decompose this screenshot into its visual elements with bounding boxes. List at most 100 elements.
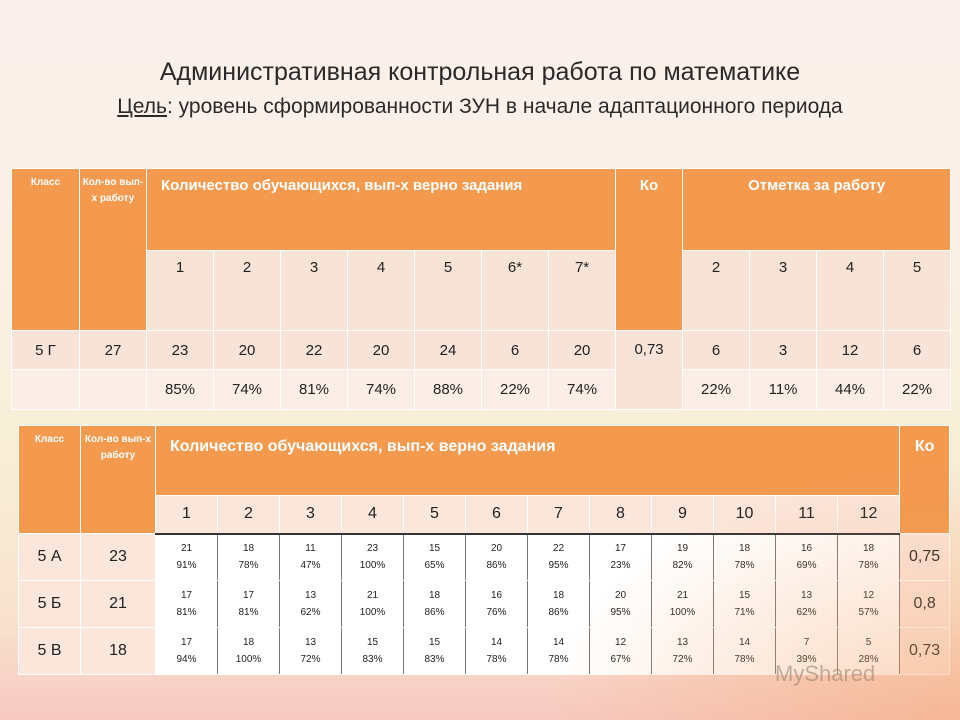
page-subtitle: Цель: уровень сформированности ЗУН в нач… [0,95,960,119]
task-count: 12 [862,590,875,601]
task-result-cell: 11 47% [279,533,342,581]
header-class: Класс [18,425,81,534]
task-count: 18 [738,543,751,555]
task-percent: 67% [610,654,631,665]
task-count: 12 [614,637,627,648]
task-number: 2 [217,495,280,535]
task-percent: 22% [481,369,549,410]
task-result-cell: 14 78% [465,627,528,675]
table-row: 5 А 23 21 91% 18 78% 11 47% 23 100% 15 65% 20 86% 22 95… [18,533,951,581]
task-number: 12 [836,495,901,535]
task-result-cell: 18 78% [713,533,776,581]
task-result-cell: 14 78% [713,627,776,675]
task-result-cell: 18 86% [403,580,466,628]
task-result-cell: 17 23% [589,533,652,581]
task-number: 6 [465,495,528,535]
empty-cell [79,369,147,410]
task-percent: 65% [424,560,445,572]
task-result-cell: 13 72% [651,627,714,675]
task-count: 15 [738,590,751,601]
mark-value: 6 [682,330,751,370]
task-count: 15 [428,637,441,648]
task-number: 6* [481,250,549,331]
task-result-cell: 22 95% [527,533,590,581]
task-result-cell: 15 83% [403,627,466,675]
task-value: 24 [414,330,482,370]
task-percent: 85% [146,369,214,410]
task-result-cell: 21 91% [155,533,218,581]
task-result-cell: 18 100% [217,627,280,675]
task-count: 18 [242,637,255,648]
row-ko: 0,8 [899,580,951,628]
task-result-cell: 18 78% [217,533,280,581]
task-count: 14 [552,637,565,648]
task-percent: 81% [238,607,259,618]
task-result-cell: 12 67% [589,627,652,675]
task-percent: 86% [486,560,507,572]
task-number: 5 [403,495,466,535]
row-count: 23 [80,533,156,581]
task-value: 22 [280,330,348,370]
task-percent: 74% [347,369,415,410]
task-percent: 76% [486,607,507,618]
task-count: 16 [800,543,813,555]
task-percent: 71% [734,607,755,618]
task-number: 2 [213,250,281,331]
task-count: 18 [242,543,255,555]
task-count: 18 [428,590,441,601]
task-result-cell: 14 78% [527,627,590,675]
table-row: 5 Г 27 23 20 22 20 24 6 20 0,73 6 3 12 6 [11,330,952,410]
task-count: 17 [614,543,627,555]
header-tasks: Количество обучающихся, вып-х верно зада… [145,168,617,251]
task-result-cell: 21 100% [341,580,404,628]
task-number: 4 [341,495,404,535]
task-number: 7* [547,250,617,331]
task-percent: 81% [176,607,197,618]
table-row: 5 Б 21 17 81% 17 81% 13 62% 21 100% 18 86% 16 76% 18 86… [18,580,951,628]
task-count: 20 [490,543,503,555]
task-percent: 78% [858,560,879,572]
row-count: 21 [80,580,156,628]
task-percent: 72% [672,654,693,665]
mark-number: 5 [883,250,952,331]
task-result-cell: 20 86% [465,533,528,581]
task-value: 20 [547,330,617,370]
task-percent: 83% [424,654,445,665]
task-percent: 91% [176,560,197,572]
task-result-cell: 15 71% [713,580,776,628]
task-count: 14 [738,637,751,648]
row-class: 5 А [18,533,81,581]
task-number: 11 [775,495,838,535]
header-ko: Ко [615,168,684,331]
task-count: 17 [180,637,193,648]
task-number: 3 [279,495,342,535]
subtitle-text: : уровень сформированности ЗУН в начале … [166,95,843,118]
task-percent: 100% [235,654,262,665]
mark-number: 3 [749,250,818,331]
task-value: 20 [347,330,415,370]
task-percent: 72% [300,654,321,665]
task-number: 5 [414,250,482,331]
task-count: 13 [304,637,317,648]
task-count: 20 [614,590,627,601]
task-number: 4 [347,250,415,331]
mark-percent: 44% [816,369,885,410]
mark-number: 2 [682,250,751,331]
task-percent: 47% [300,560,321,572]
task-percent: 78% [238,560,259,572]
task-number: 1 [155,495,218,535]
task-percent: 78% [734,654,755,665]
page-title: Административная контрольная работа по м… [159,58,801,86]
mark-percent: 11% [749,369,818,410]
subtitle-label: Цель [117,95,167,118]
task-count: 11 [305,543,316,555]
task-percent: 57% [858,607,879,618]
task-value: 20 [213,330,281,370]
watermark-logo: MyShared [775,661,876,686]
task-count: 21 [180,543,193,555]
task-percent: 100% [359,607,386,618]
task-value: 23 [146,330,214,370]
task-result-cell: 21 100% [651,580,714,628]
task-result-cell: 20 95% [589,580,652,628]
task-number: 1 [146,250,214,331]
